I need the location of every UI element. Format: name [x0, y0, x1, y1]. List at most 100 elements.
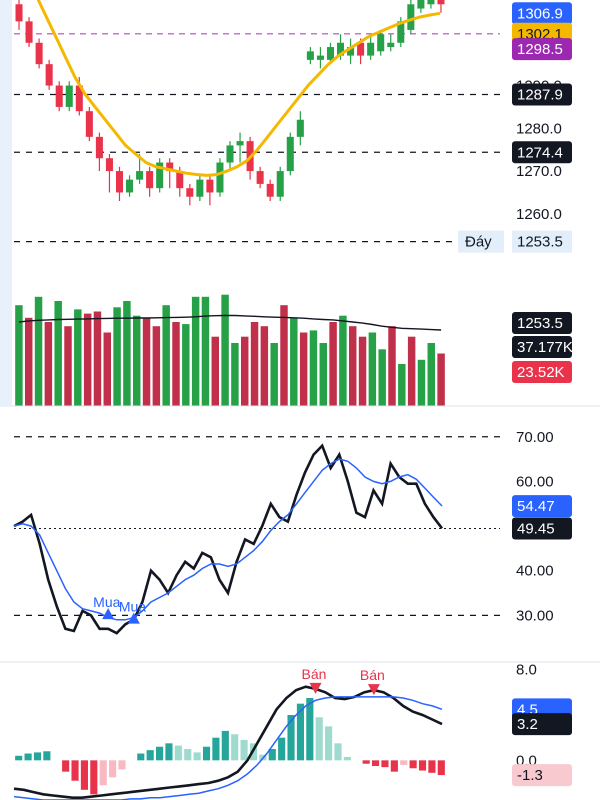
- macd-histogram-bar: [184, 749, 192, 761]
- macd-histogram-bar: [62, 760, 70, 772]
- volume-bar: [368, 332, 377, 406]
- volume-bar: [358, 336, 367, 406]
- volume-pane[interactable]: [15, 294, 445, 406]
- candle-body: [35, 42, 43, 65]
- macd-histogram-bar: [334, 743, 342, 761]
- price-tag: 1306.9: [517, 5, 563, 22]
- candle-body: [105, 158, 113, 172]
- volume-bar: [44, 322, 53, 406]
- price-tag-bg: [512, 38, 572, 61]
- candle-body: [166, 162, 174, 172]
- osc-tag-bg: [512, 517, 572, 540]
- volume-bar: [15, 305, 23, 406]
- volume-bar: [54, 301, 62, 406]
- volume-bar: [142, 317, 151, 406]
- macd-histogram-bar: [71, 760, 79, 781]
- candle-body: [236, 141, 244, 146]
- macd-series-line: [13, 685, 443, 799]
- buy-signal-label: Mua: [93, 594, 120, 610]
- volume-bar: [123, 301, 131, 406]
- volume-bar: [299, 332, 308, 406]
- buy-signal-label: Mua: [119, 599, 146, 615]
- macd-histogram-bar: [221, 730, 229, 761]
- macd-pane[interactable]: Bán Bán: [13, 666, 445, 800]
- candle-body: [55, 85, 63, 107]
- volume-bar: [290, 317, 298, 406]
- price-tag: 1287.9: [517, 87, 563, 104]
- candle-body: [306, 51, 314, 60]
- macd-histogram-bar: [202, 746, 211, 761]
- candle-body: [367, 42, 375, 56]
- volume-bar: [407, 336, 416, 406]
- macd-tick-label: 8.0: [516, 662, 537, 679]
- volume-bar: [250, 322, 259, 406]
- volume-bar: [319, 343, 328, 406]
- price-pane[interactable]: [14, 0, 500, 243]
- volume-bar: [427, 343, 436, 406]
- osc-tag: 54.47: [517, 498, 555, 515]
- candle-body: [25, 21, 33, 43]
- candle-body: [146, 171, 154, 189]
- volume-bar: [240, 336, 249, 406]
- sell-signal-label: Bán: [302, 666, 327, 682]
- volume-bar: [83, 313, 92, 406]
- volume-bar: [201, 296, 210, 406]
- candle-body: [216, 162, 224, 193]
- osc-tick-label: 60.00: [516, 473, 554, 490]
- macd-histogram-bar: [118, 760, 126, 770]
- macd-histogram-bar: [428, 760, 436, 773]
- sell-signal-marker: [309, 682, 322, 694]
- candle-body: [65, 85, 73, 107]
- macd-histogram-bar: [315, 717, 323, 761]
- candle-body: [407, 4, 415, 30]
- price-tag-bg: [512, 83, 572, 106]
- macd-histogram-bar: [371, 760, 380, 766]
- macd-histogram-bar: [174, 745, 182, 761]
- volume-bar: [24, 317, 33, 406]
- candle-body: [336, 42, 345, 56]
- macd-histogram-bar: [437, 760, 445, 776]
- volume-average-line: [18, 314, 442, 331]
- macd-histogram-bar: [400, 760, 408, 765]
- macd-histogram-bar: [325, 726, 333, 761]
- moving-average-line: [36, 0, 441, 177]
- osc-series-line: [13, 458, 443, 621]
- candle-body: [226, 145, 234, 163]
- volume-bar: [221, 294, 229, 406]
- candle-body: [427, 0, 435, 5]
- price-tag: 1274.4: [517, 144, 563, 161]
- osc-tick-label: 30.00: [516, 607, 554, 624]
- candle-body: [387, 42, 395, 48]
- macd-histogram-bar: [306, 698, 314, 761]
- osc-series-line: [13, 443, 444, 635]
- macd-histogram-bar: [231, 734, 239, 761]
- volume-bar: [231, 343, 239, 406]
- price-tag: 1298.5: [517, 41, 563, 58]
- candle-body: [397, 21, 405, 43]
- macd-histogram-bar: [137, 753, 145, 761]
- candle-body: [256, 171, 264, 184]
- candle-body: [156, 162, 164, 189]
- candle-body: [377, 34, 385, 52]
- osc-tag: 49.45: [517, 521, 555, 538]
- macd-histogram-bar: [418, 760, 427, 771]
- macd-histogram-bar: [165, 743, 173, 761]
- macd-tag-bg: [512, 713, 572, 736]
- candle-body: [85, 111, 93, 137]
- candle-body: [75, 85, 83, 112]
- volume-tag-bg: [512, 361, 572, 383]
- candle-body: [136, 171, 144, 180]
- volume-bar: [182, 324, 190, 406]
- macd-histogram-bar: [109, 760, 117, 778]
- candle-body: [15, 4, 23, 22]
- macd-histogram-bar: [362, 760, 370, 764]
- candle-body: [296, 119, 304, 137]
- macd-tag: -1.3: [517, 767, 543, 784]
- volume-tag-bg: [512, 312, 572, 334]
- sell-signal-label: Bán: [360, 667, 385, 683]
- support-value-bg: [512, 230, 572, 253]
- volume-bar: [348, 326, 357, 406]
- candle-body: [276, 171, 284, 197]
